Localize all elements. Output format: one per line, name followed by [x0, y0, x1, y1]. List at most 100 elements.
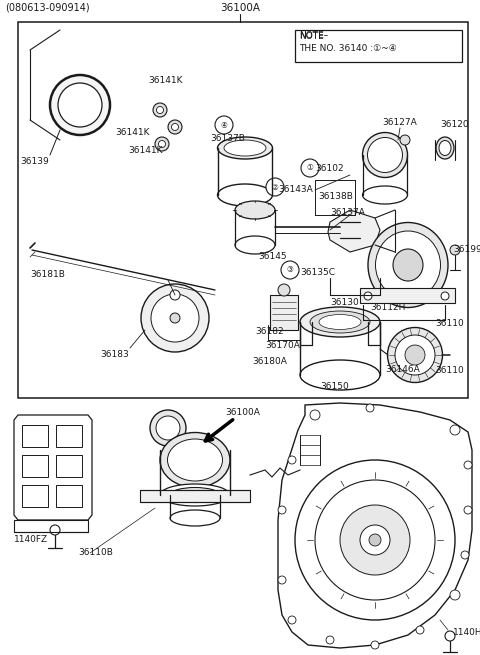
- Ellipse shape: [393, 249, 423, 281]
- Ellipse shape: [170, 510, 220, 526]
- Circle shape: [369, 534, 381, 546]
- Text: ③: ③: [287, 265, 293, 274]
- Bar: [22, 425, 48, 447]
- Circle shape: [156, 416, 180, 440]
- Bar: [22, 455, 48, 477]
- Ellipse shape: [160, 484, 230, 506]
- Circle shape: [326, 636, 334, 644]
- Circle shape: [158, 141, 166, 147]
- Text: 36102: 36102: [315, 164, 344, 173]
- Text: ①: ①: [307, 164, 313, 172]
- Ellipse shape: [387, 328, 443, 383]
- Text: 36120: 36120: [440, 120, 468, 129]
- Circle shape: [400, 135, 410, 145]
- Polygon shape: [14, 415, 92, 520]
- Ellipse shape: [224, 140, 266, 156]
- Circle shape: [288, 616, 296, 624]
- Circle shape: [278, 506, 286, 514]
- Bar: [56, 455, 82, 477]
- Text: 36110B: 36110B: [78, 548, 113, 557]
- Circle shape: [360, 525, 390, 555]
- Polygon shape: [328, 210, 380, 252]
- Circle shape: [170, 313, 180, 323]
- Ellipse shape: [368, 223, 448, 307]
- Circle shape: [461, 551, 469, 559]
- Circle shape: [301, 159, 319, 177]
- Circle shape: [371, 641, 379, 649]
- Text: 36130: 36130: [330, 298, 359, 307]
- Circle shape: [441, 292, 449, 300]
- Text: 36110: 36110: [435, 319, 464, 328]
- Ellipse shape: [368, 138, 403, 172]
- Text: 36145: 36145: [258, 252, 287, 261]
- Circle shape: [416, 626, 424, 634]
- Text: NOTE: NOTE: [299, 32, 324, 41]
- Bar: [22, 485, 48, 507]
- Ellipse shape: [217, 137, 273, 159]
- Circle shape: [151, 294, 199, 342]
- Ellipse shape: [300, 360, 380, 390]
- Bar: [360, 288, 455, 303]
- Ellipse shape: [362, 132, 408, 178]
- Ellipse shape: [170, 487, 220, 502]
- Circle shape: [340, 505, 410, 575]
- Circle shape: [281, 261, 299, 279]
- Text: THE NO. 36140 :①~④: THE NO. 36140 :①~④: [299, 44, 397, 53]
- Text: 36143A: 36143A: [278, 185, 313, 194]
- Ellipse shape: [160, 432, 230, 487]
- Ellipse shape: [300, 307, 380, 337]
- Circle shape: [141, 284, 209, 352]
- Circle shape: [288, 456, 296, 464]
- Circle shape: [58, 83, 102, 127]
- Bar: [270, 295, 298, 330]
- Bar: [56, 485, 82, 507]
- Text: 1140FZ: 1140FZ: [14, 535, 48, 544]
- Bar: [14, 520, 88, 532]
- Circle shape: [156, 107, 164, 113]
- Ellipse shape: [405, 345, 425, 365]
- Circle shape: [464, 506, 472, 514]
- Circle shape: [153, 103, 167, 117]
- Circle shape: [266, 178, 284, 196]
- Text: 36182: 36182: [255, 327, 284, 336]
- Circle shape: [170, 290, 180, 300]
- Circle shape: [464, 461, 472, 469]
- Ellipse shape: [436, 137, 454, 159]
- Circle shape: [150, 410, 186, 446]
- Circle shape: [450, 245, 460, 255]
- Ellipse shape: [319, 314, 361, 329]
- Text: 36138B: 36138B: [318, 192, 353, 201]
- Bar: [140, 490, 250, 502]
- Ellipse shape: [235, 236, 275, 254]
- Ellipse shape: [168, 439, 223, 481]
- Text: 36141K: 36141K: [115, 128, 149, 137]
- Circle shape: [364, 292, 372, 300]
- Text: 36137B: 36137B: [210, 134, 245, 143]
- Text: ②: ②: [272, 183, 278, 191]
- Circle shape: [315, 480, 435, 600]
- Ellipse shape: [439, 141, 451, 155]
- Text: 36141K: 36141K: [128, 146, 163, 155]
- Circle shape: [310, 410, 320, 420]
- Text: 36112H: 36112H: [370, 303, 406, 312]
- Text: 36183: 36183: [100, 350, 129, 359]
- Ellipse shape: [310, 311, 370, 333]
- Bar: [56, 425, 82, 447]
- Text: 36137A: 36137A: [330, 208, 365, 217]
- Ellipse shape: [375, 231, 441, 299]
- Bar: [295, 30, 462, 62]
- Text: 36139: 36139: [20, 157, 49, 166]
- Circle shape: [278, 284, 290, 296]
- Text: 36127A: 36127A: [382, 118, 417, 127]
- Circle shape: [450, 425, 460, 435]
- Ellipse shape: [217, 184, 273, 206]
- Circle shape: [445, 631, 455, 641]
- Circle shape: [215, 116, 233, 134]
- Text: 36135C: 36135C: [300, 268, 335, 277]
- Polygon shape: [278, 403, 472, 648]
- Circle shape: [155, 137, 169, 151]
- Text: ④: ④: [221, 121, 228, 130]
- Text: 36181B: 36181B: [30, 270, 65, 279]
- Ellipse shape: [362, 186, 408, 204]
- Circle shape: [450, 590, 460, 600]
